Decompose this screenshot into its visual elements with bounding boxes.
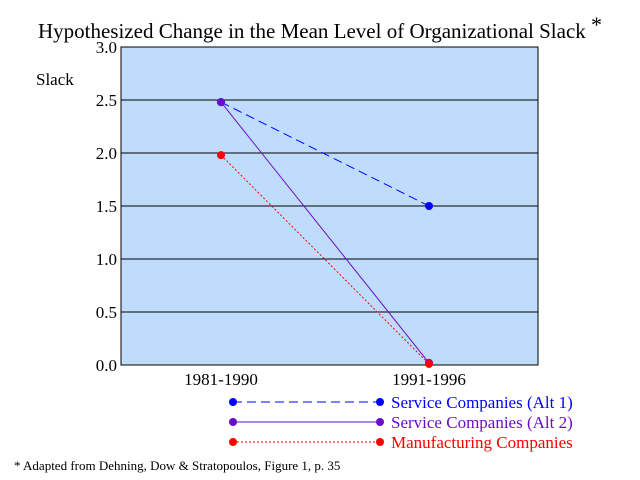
legend-marker xyxy=(229,418,237,426)
y-tick-label: 0.5 xyxy=(96,303,117,322)
y-tick-label: 1.0 xyxy=(96,250,117,269)
y-axis-label: Slack xyxy=(36,70,74,89)
y-tick-label: 0.0 xyxy=(96,356,117,375)
legend-marker xyxy=(229,398,237,406)
footnote: * Adapted from Dehning, Dow & Stratopoul… xyxy=(14,458,341,473)
series-line xyxy=(220,154,430,365)
legend-entry: Service Companies (Alt 1) xyxy=(391,393,573,412)
plot-frame xyxy=(120,46,539,366)
legend-entry: Service Companies (Alt 2) xyxy=(391,413,573,432)
data-point xyxy=(425,359,433,368)
legend-marker xyxy=(376,438,384,446)
series-line xyxy=(220,101,430,207)
data-point xyxy=(425,202,433,210)
x-tick-label: 1991-1996 xyxy=(392,370,466,389)
data-point xyxy=(217,98,225,107)
y-tick-label: 1.5 xyxy=(96,197,117,216)
legend-entry: Manufacturing Companies xyxy=(391,433,573,452)
series-line xyxy=(220,101,430,364)
legend-marker xyxy=(229,438,237,446)
legend-marker xyxy=(376,418,384,426)
y-tick-label: 3.0 xyxy=(96,38,117,57)
data-point xyxy=(217,151,225,160)
y-tick-label: 2.5 xyxy=(96,91,117,110)
title-asterisk: * xyxy=(591,12,603,37)
chart-title: Hypothesized Change in the Mean Level of… xyxy=(0,12,640,44)
y-tick-label: 2.0 xyxy=(96,144,117,163)
chart-title-text: Hypothesized Change in the Mean Level of… xyxy=(37,19,586,43)
x-tick-label: 1981-1990 xyxy=(184,370,258,389)
legend-marker xyxy=(376,398,384,406)
